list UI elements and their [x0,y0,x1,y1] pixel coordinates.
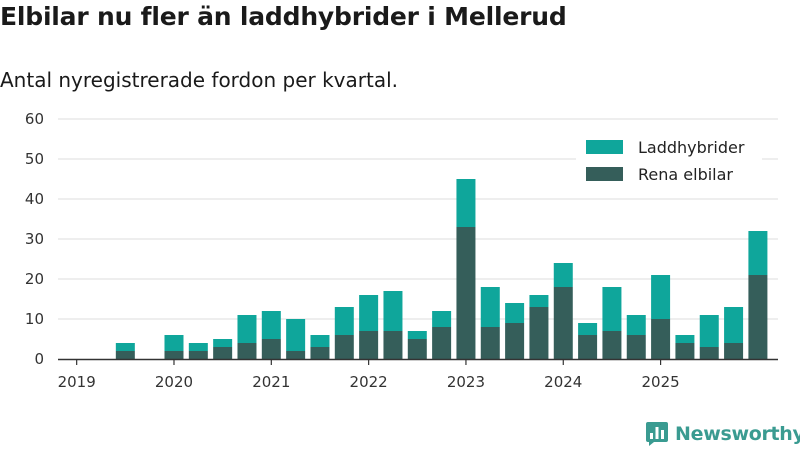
bar-segment [383,331,403,359]
x-tick-label: 2024 [544,373,582,391]
bar-segment [553,287,573,359]
bar-segment [529,295,549,307]
y-tick-label: 20 [25,270,44,288]
bar-segment [626,335,646,359]
bar-segment [505,323,525,359]
y-grid [58,118,778,320]
bar-segment [164,335,184,351]
bar-segment [578,323,598,335]
y-tick-label: 40 [25,190,44,208]
bar-segment [626,315,646,335]
legend-swatch [586,167,623,181]
bar-segment [188,351,208,359]
x-tick-label: 2023 [447,373,485,391]
bar-segment [286,319,306,351]
bar-segment [529,307,549,359]
bar-segment [480,327,500,359]
x-tick-label: 2020 [155,373,193,391]
bar-segment [432,311,452,327]
chart-subtitle: Antal nyregistrerade fordon per kvartal. [0,68,399,92]
bar-segment [456,227,476,359]
newsworthy-brand: Newsworthy [645,420,800,448]
y-tick-label: 10 [25,310,44,328]
y-tick-label: 50 [25,150,44,168]
bar-segment [261,339,281,359]
legend: Laddhybrider Rena elbilar [576,132,762,190]
y-tick-label: 60 [25,110,44,128]
bar-segment [578,335,598,359]
x-axis: 2019 2020 2021 2022 2023 2024 2025 [58,358,778,391]
bar-segment [359,295,379,331]
legend-label: Laddhybrider [638,138,745,157]
bars [115,179,768,359]
bar-segment [237,315,257,343]
bar-segment [237,343,257,359]
bar-segment [310,347,330,359]
bar-segment [602,331,622,359]
bar-segment [748,231,768,275]
x-tick-label: 2025 [641,373,679,391]
bar-segment [359,331,379,359]
bar-segment [164,351,184,359]
legend-swatch [586,140,623,154]
bar-segment [115,351,135,359]
bar-segment [675,343,695,359]
bar-segment [748,275,768,359]
bar-segment [407,339,427,359]
y-tick-label: 30 [25,230,44,248]
bar-segment [675,335,695,343]
bar-segment [334,307,354,335]
bar-segment [651,275,671,319]
bar-segment [505,303,525,323]
bar-segment [407,331,427,339]
bar-segment [724,343,744,359]
bar-segment [699,347,719,359]
bar-segment [213,347,233,359]
bar-segment [188,343,208,351]
bar-segment [456,179,476,227]
bar-segment [310,335,330,347]
y-tick-label: 0 [34,350,44,368]
bar-segment [651,319,671,359]
newsworthy-logo-icon [646,422,668,446]
chart-title: Elbilar nu fler än laddhybrider i Meller… [0,2,567,31]
bar-segment [115,343,135,351]
bar-segment [724,307,744,343]
bar-segment [699,315,719,347]
bar-segment [383,291,403,331]
x-tick-label: 2019 [58,373,96,391]
bar-segment [432,327,452,359]
x-tick-label: 2021 [252,373,290,391]
brand-name: Newsworthy [675,423,800,445]
bar-segment [602,287,622,331]
x-tick-label: 2022 [350,373,388,391]
y-axis: 0 10 20 30 40 50 60 [25,110,44,368]
bar-segment [261,311,281,339]
bar-segment [213,339,233,347]
legend-label: Rena elbilar [638,165,733,184]
bar-segment [480,287,500,327]
bar-segment [286,351,306,359]
bar-segment [334,335,354,359]
bar-segment [553,263,573,287]
